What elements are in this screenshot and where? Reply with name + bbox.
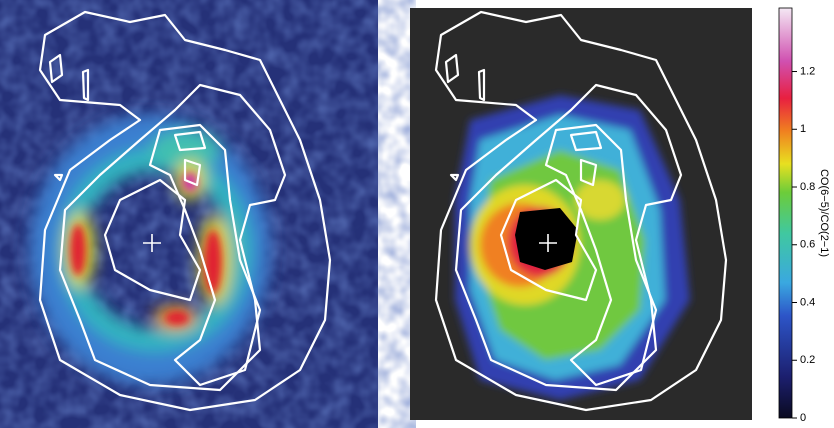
tick-label: 0.8	[800, 181, 815, 193]
figure: CO(6−5)/CO(2−1) 0 0.2 0.4 0.6 0.8 1 1.2	[0, 0, 834, 428]
tick-label: 0.2	[800, 354, 815, 366]
tick-label: 1.2	[800, 65, 815, 77]
right-map	[410, 8, 752, 420]
left-map	[0, 0, 378, 428]
tick-label: 0	[800, 412, 806, 424]
colorbar: CO(6−5)/CO(2−1) 0 0.2 0.4 0.6 0.8 1 1.2	[779, 8, 830, 424]
tick-label: 0.4	[800, 296, 815, 308]
tick-label: 1	[800, 123, 806, 135]
colorbar-label: CO(6−5)/CO(2−1)	[818, 169, 830, 257]
tick-label: 0.6	[800, 239, 815, 251]
colorbar-scale	[779, 8, 792, 418]
